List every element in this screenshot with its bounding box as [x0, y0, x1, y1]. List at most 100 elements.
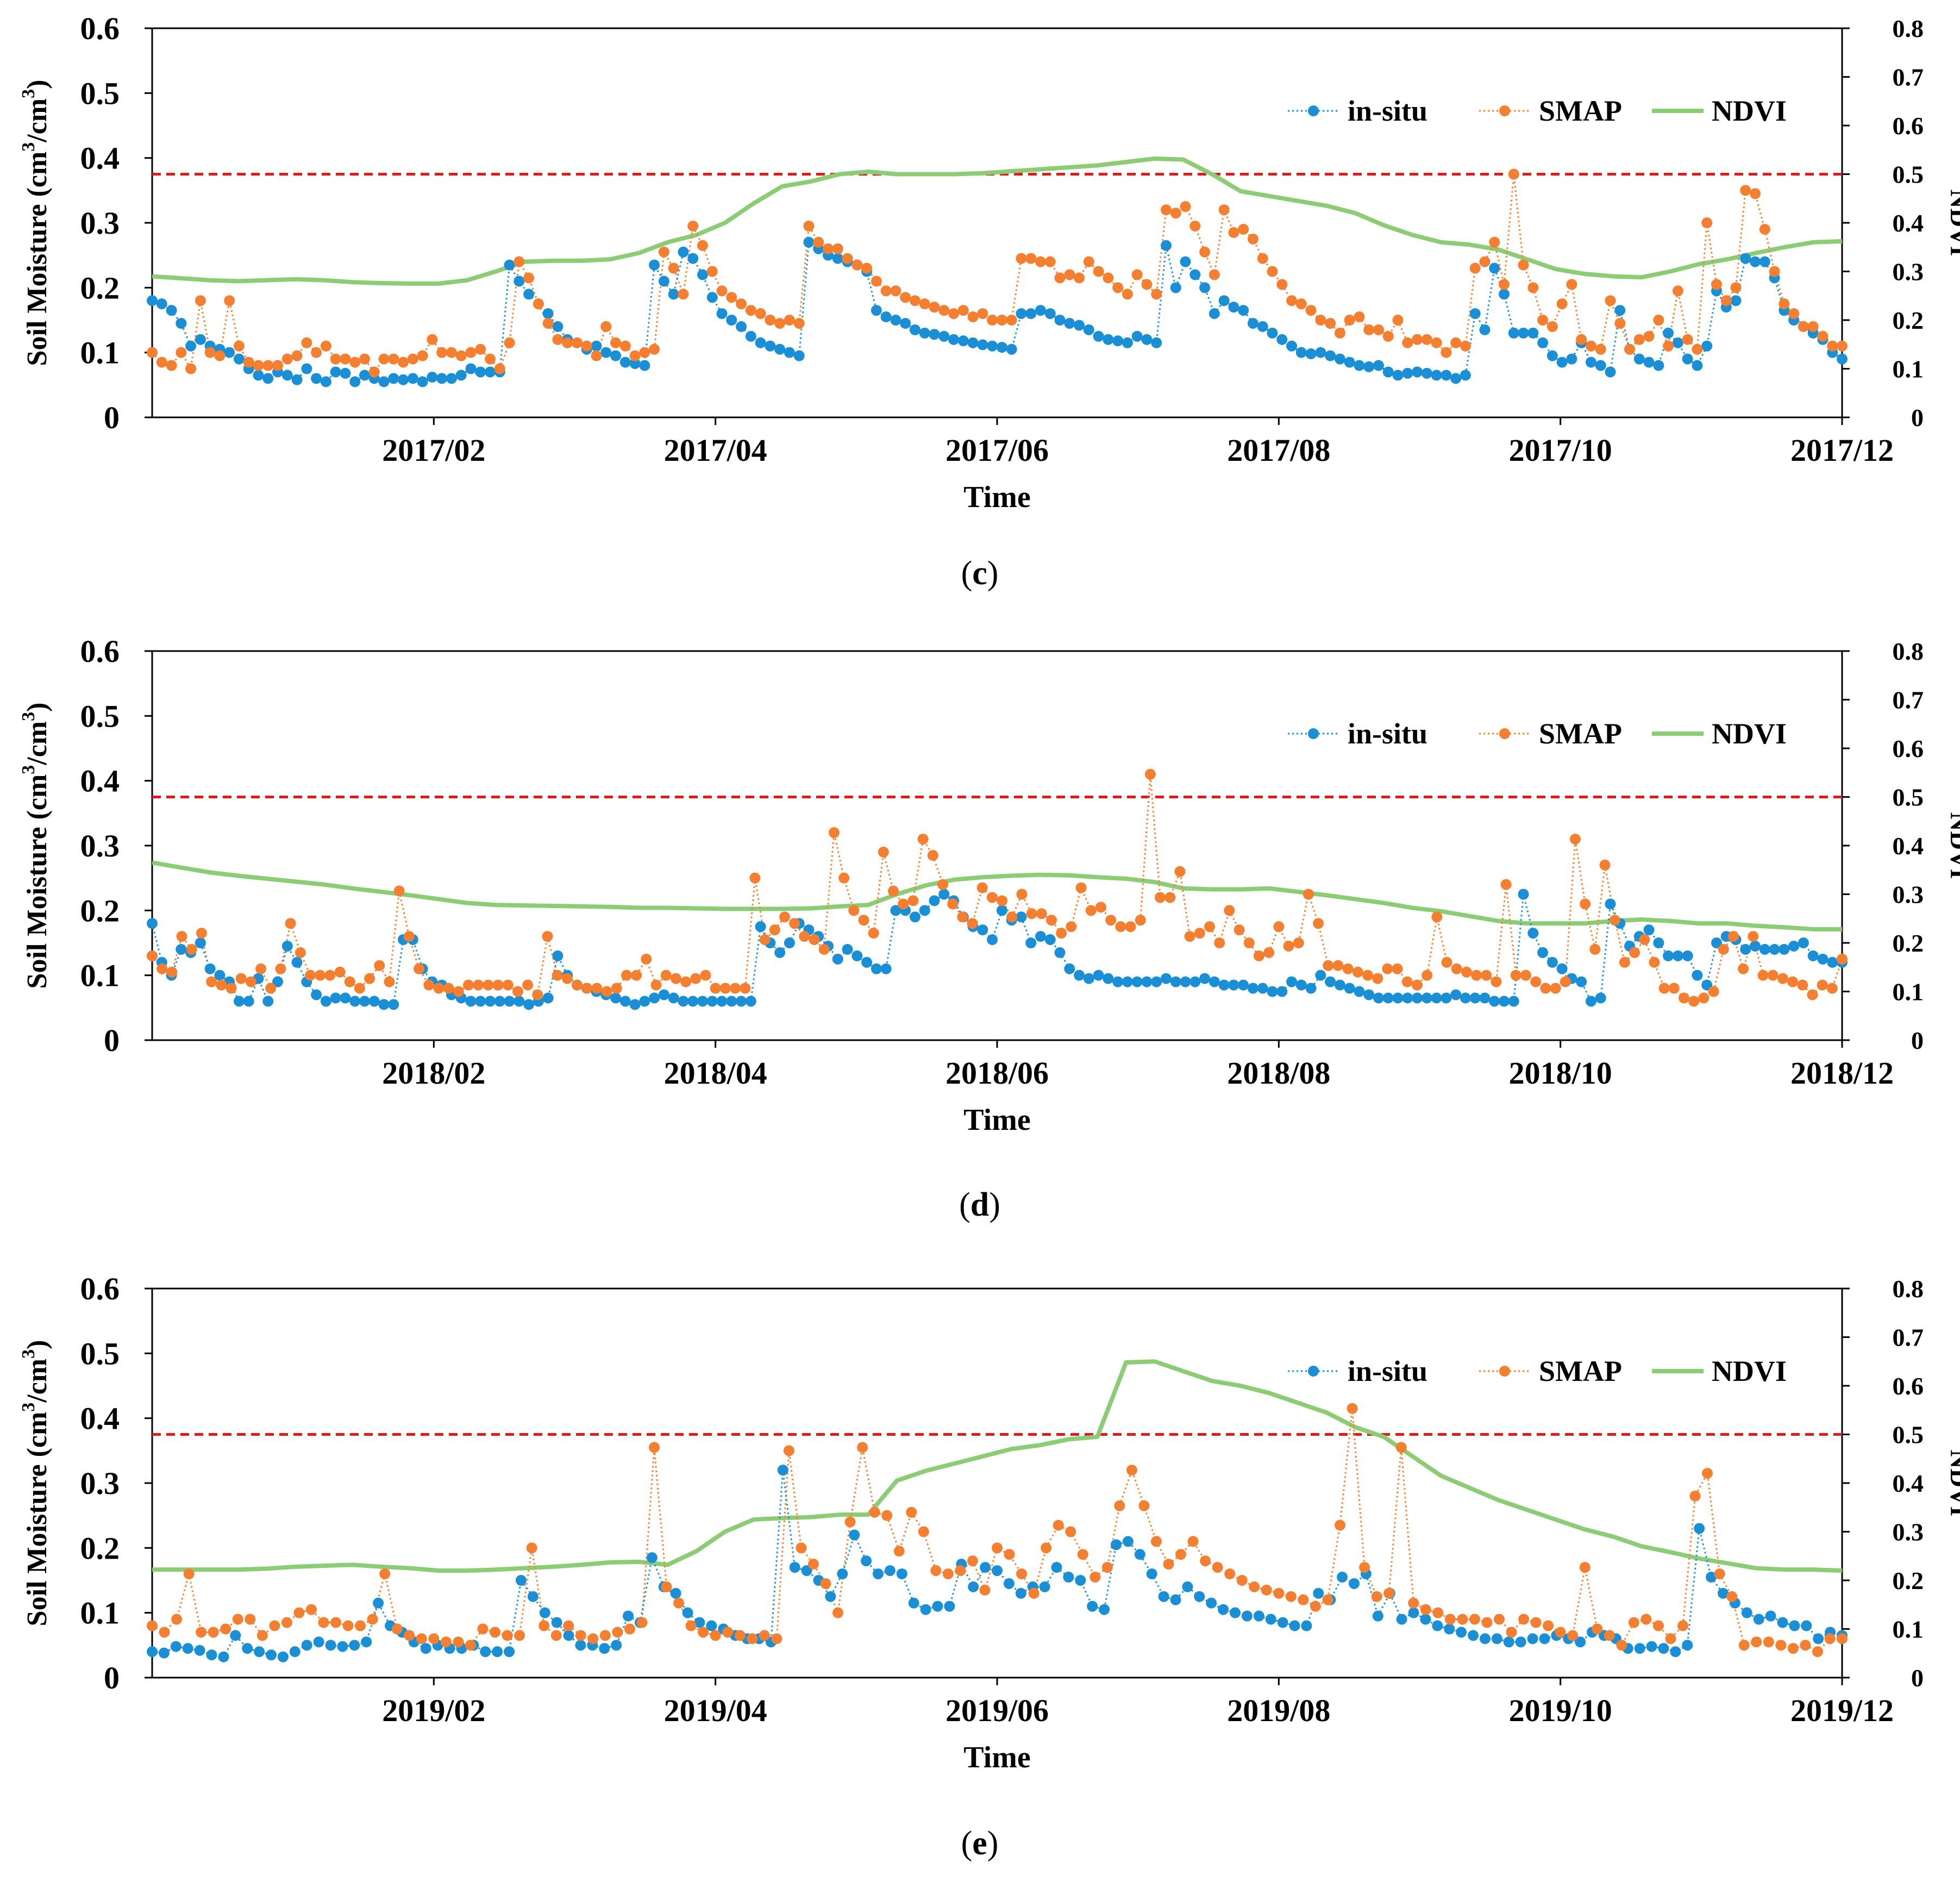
smap-point	[214, 350, 226, 361]
smap-point	[1305, 305, 1317, 316]
in-situ-point	[1595, 992, 1606, 1004]
smap-point	[1083, 256, 1094, 267]
in-situ-point	[678, 996, 689, 1007]
smap-point	[1286, 295, 1298, 307]
y2-tick-label: 0	[1911, 1664, 1924, 1692]
in-situ-point	[1025, 937, 1037, 948]
in-situ-point	[1325, 976, 1336, 987]
plot-frame	[151, 650, 1843, 1041]
in-situ-point	[1392, 370, 1404, 381]
in-situ-point	[716, 308, 728, 320]
in-situ-point	[599, 1643, 610, 1654]
smap-point	[1016, 889, 1028, 900]
smap-point	[1730, 282, 1742, 293]
in-situ-point	[1230, 1607, 1241, 1618]
in-situ-point	[1247, 317, 1258, 329]
in-situ-point	[1432, 1620, 1443, 1631]
in-situ-point	[1807, 950, 1819, 961]
in-situ-point	[619, 996, 631, 1007]
in-situ-point	[1025, 308, 1037, 320]
x-tick-label: 2018/10	[1509, 1055, 1612, 1091]
smap-point	[1155, 892, 1166, 903]
in-situ-point	[1444, 1623, 1455, 1635]
smap-point	[1112, 282, 1124, 293]
in-situ-point	[417, 376, 428, 387]
in-situ-point	[1759, 256, 1770, 267]
smap-point	[1491, 976, 1502, 987]
in-situ-point	[967, 337, 979, 348]
in-situ-point	[1779, 943, 1790, 955]
smap-point	[1668, 983, 1680, 994]
in-situ-point	[1420, 1613, 1431, 1625]
smap-point	[996, 315, 1007, 326]
smap-point	[1131, 269, 1143, 280]
smap-point	[641, 953, 652, 965]
smap-point	[1392, 963, 1403, 974]
in-situ-point	[407, 373, 418, 384]
smap-point	[639, 347, 650, 358]
smap-point	[542, 931, 553, 942]
smap-point	[265, 983, 277, 994]
smap-point	[710, 983, 721, 994]
smap-point	[1064, 269, 1075, 280]
smap-point	[1382, 963, 1393, 974]
smap-point	[957, 911, 968, 923]
smap-point	[1518, 259, 1529, 271]
smap-point	[906, 1506, 917, 1518]
smap-point	[698, 1627, 709, 1638]
smap-point	[220, 1623, 231, 1635]
in-situ-point	[330, 366, 341, 378]
in-situ-point	[697, 269, 708, 280]
in-situ-point	[745, 330, 756, 342]
smap-point	[1200, 1555, 1211, 1567]
x-tick-label: 2019/12	[1790, 1693, 1894, 1728]
in-situ-point	[1753, 1613, 1764, 1625]
y-tick-label: 0.1	[80, 958, 120, 993]
smap-point	[1530, 1617, 1542, 1628]
smap-point	[1170, 208, 1181, 219]
in-situ-point	[485, 996, 496, 1007]
smap-point	[1103, 272, 1114, 284]
smap-point	[416, 1633, 427, 1644]
in-situ-point	[504, 259, 515, 271]
in-situ-point	[944, 1600, 955, 1612]
smap-point	[427, 334, 438, 345]
smap-point	[587, 1633, 599, 1644]
in-situ-point	[373, 1597, 384, 1609]
in-situ-point	[1208, 976, 1220, 987]
smap-point	[1740, 185, 1751, 196]
in-situ-point	[1337, 1572, 1348, 1583]
smap-point	[1471, 970, 1482, 981]
smap-point	[1461, 966, 1472, 978]
in-situ-point	[1614, 305, 1626, 316]
in-situ-point	[793, 350, 805, 361]
smap-point	[898, 898, 909, 910]
in-situ-point	[1194, 1591, 1205, 1602]
smap-point	[1322, 1594, 1333, 1605]
smap-point	[880, 285, 892, 297]
smap-point	[1004, 1549, 1015, 1560]
smap-point	[1787, 976, 1799, 987]
in-situ-point	[1286, 976, 1298, 987]
y2-tick-label: 0.3	[1893, 1518, 1924, 1546]
legend-label: in-situ	[1348, 717, 1427, 750]
smap-point	[1293, 937, 1304, 948]
in-situ-point	[1305, 348, 1317, 360]
y2-tick-label: 0.5	[1893, 1421, 1924, 1449]
smap-point	[1006, 911, 1018, 923]
smap-point	[668, 262, 679, 274]
in-situ-point	[1277, 1617, 1288, 1628]
in-situ-point	[1295, 347, 1307, 358]
smap-point	[281, 353, 293, 365]
in-situ-point	[957, 335, 969, 347]
y2-tick-label: 0.3	[1893, 258, 1924, 286]
smap-point	[771, 1633, 782, 1644]
in-situ-point	[1479, 1633, 1491, 1644]
in-situ-point	[1093, 330, 1104, 342]
smap-point	[512, 986, 523, 997]
smap-point	[1566, 279, 1577, 290]
in-situ-point	[340, 367, 351, 379]
smap-point	[1585, 340, 1596, 352]
smap-point	[324, 970, 336, 981]
smap-point	[465, 1640, 476, 1651]
